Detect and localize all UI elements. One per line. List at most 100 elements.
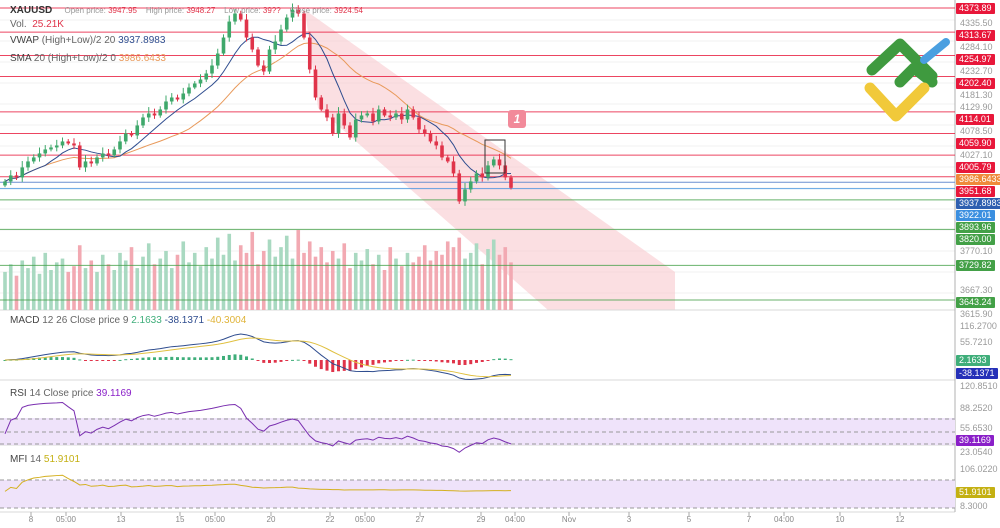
- price-level-label: 4059.90: [956, 137, 995, 149]
- candle-body: [100, 153, 105, 158]
- price-axis-tick: 4129.90: [960, 101, 993, 112]
- vwap-line: [4, 33, 512, 182]
- annotation-badge[interactable]: 1: [508, 110, 526, 128]
- candle-body: [49, 147, 53, 150]
- time-axis-label: 04:00: [504, 515, 526, 524]
- rsi-line: [4, 402, 512, 453]
- candle-body: [267, 49, 272, 72]
- macd-histogram-bar: [279, 360, 283, 362]
- volume-bar: [8, 264, 13, 310]
- volume-bar: [428, 260, 433, 310]
- time-axis-label: 13: [116, 515, 126, 524]
- volume-bar: [503, 247, 508, 310]
- time-axis-label: 20: [266, 515, 276, 524]
- volume-bar: [198, 266, 203, 310]
- rsi-legend[interactable]: RSI 14 Close price 39.1169: [10, 388, 132, 399]
- volume-bar: [284, 235, 289, 310]
- mfi-legend[interactable]: MFI 14 51.9101: [10, 454, 81, 465]
- macd-histogram-bar: [245, 356, 248, 360]
- volume-bar: [509, 262, 513, 310]
- volume-bar: [353, 252, 358, 310]
- macd-histogram-bar: [239, 354, 243, 360]
- volume-bar: [49, 270, 53, 310]
- macd-histogram-bar: [135, 358, 139, 360]
- macd-histogram-bar: [463, 360, 467, 365]
- volume-bar: [14, 275, 19, 310]
- rsi-value-label: 39.1169: [956, 434, 994, 446]
- price-level-label: 4254.97: [956, 53, 995, 65]
- price-axis-tick: 3615.90: [960, 308, 993, 319]
- candle-body: [83, 161, 88, 168]
- volume-bar: [250, 231, 255, 310]
- macd-histogram-bar: [480, 360, 484, 362]
- macd-histogram-bar: [492, 359, 496, 361]
- macd-histogram-bar: [411, 359, 415, 361]
- candle-body: [72, 143, 76, 146]
- macd-histogram-bar: [107, 360, 110, 361]
- sma-legend[interactable]: SMA 20 (High+Low)/2 0 3986.6433: [10, 53, 166, 64]
- candle-body: [123, 133, 128, 142]
- macd-histogram-bar: [233, 354, 237, 360]
- volume-bar: [164, 250, 168, 310]
- candle-body: [135, 125, 140, 136]
- macd-histogram-bar: [95, 360, 99, 361]
- macd-histogram-bar: [204, 357, 208, 360]
- macd-histogram-bar: [199, 357, 202, 360]
- macd-histogram-bar: [308, 360, 312, 364]
- volume-bar: [37, 273, 42, 310]
- volume-bar: [319, 247, 324, 310]
- macd-signal-line: [4, 337, 512, 378]
- macd-histogram-bar: [141, 357, 145, 360]
- time-axis-label: 10: [835, 515, 845, 524]
- price-level-label: 4313.67: [956, 29, 995, 41]
- macd-histogram-bar: [187, 357, 191, 360]
- candle-body: [198, 79, 203, 84]
- candle-body: [353, 119, 358, 138]
- candle-body: [399, 113, 404, 120]
- current-price-label: 3937.8983: [956, 197, 1000, 209]
- macd-axis-tick: 55.7210: [960, 336, 993, 347]
- macd-histogram-bar: [314, 360, 317, 367]
- macd-histogram-bar: [342, 360, 346, 371]
- mfi-band: [0, 480, 955, 508]
- volume-bar: [411, 262, 416, 310]
- volume-bar: [227, 233, 232, 310]
- volume-bar: [31, 256, 36, 310]
- volume-bar: [77, 245, 82, 310]
- macd-histogram-bar: [296, 359, 300, 361]
- price-axis-tick: 4232.70: [960, 65, 993, 76]
- time-axis-label: 15: [175, 515, 185, 524]
- macd-histogram-bar: [469, 360, 473, 365]
- volume-bar: [238, 245, 243, 310]
- price-level-label: 3951.68: [956, 185, 995, 197]
- macd-histogram-bar: [158, 357, 162, 360]
- price-level-label: 4114.01: [956, 113, 994, 125]
- macd-histogram-bar: [61, 357, 64, 360]
- macd-legend[interactable]: MACD 12 26 Close price 9 2.1633 -38.1371…: [10, 315, 247, 326]
- candle-body: [152, 113, 157, 116]
- volume-bar: [175, 254, 180, 310]
- volume-bar: [486, 249, 490, 310]
- volume-bar: [348, 268, 352, 310]
- volume-bar: [135, 268, 140, 310]
- time-axis-label: 05:00: [55, 515, 77, 524]
- macd-histogram-bar: [348, 360, 352, 371]
- volume-bar: [141, 256, 145, 310]
- volume-bar: [112, 270, 117, 310]
- macd-histogram-bar: [112, 360, 116, 361]
- candle-body: [302, 13, 306, 38]
- macd-histogram-bar: [388, 360, 392, 362]
- volume-bar: [273, 256, 278, 310]
- vwap-legend[interactable]: VWAP (High+Low)/2 20 3937.8983: [10, 35, 166, 46]
- candle-body: [388, 115, 393, 118]
- candle-body: [175, 97, 180, 100]
- candle-body: [480, 173, 485, 178]
- volume-bar: [394, 258, 398, 310]
- candle-body: [66, 141, 71, 144]
- volume-bar: [60, 258, 65, 310]
- candle-body: [491, 159, 496, 166]
- macd-histogram-bar: [498, 358, 501, 360]
- candle-body: [146, 113, 151, 118]
- candle-body: [359, 115, 364, 120]
